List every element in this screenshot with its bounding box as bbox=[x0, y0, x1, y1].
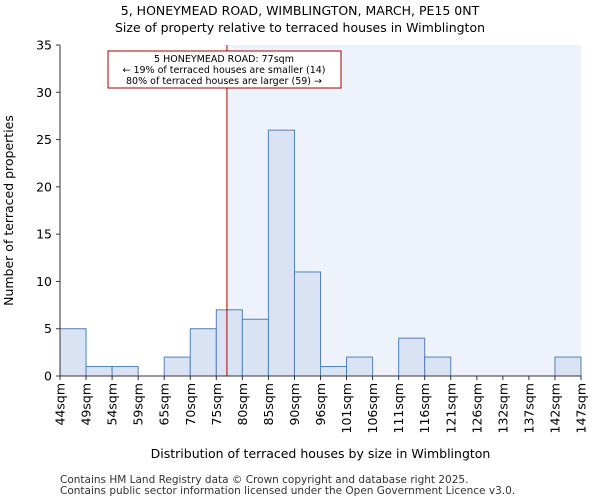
bar bbox=[293, 271, 322, 377]
y-tick-label: 20 bbox=[36, 179, 52, 194]
footer-line-2: Contains public sector information licen… bbox=[60, 485, 516, 497]
x-tick-label: 65sqm bbox=[157, 383, 172, 426]
y-tick-label: 30 bbox=[36, 85, 52, 100]
y-tick-label: 15 bbox=[36, 227, 52, 242]
y-tick-label: 5 bbox=[44, 321, 52, 336]
footer-line-1: Contains HM Land Registry data © Crown c… bbox=[60, 474, 469, 486]
x-tick-label: 106sqm bbox=[365, 383, 380, 433]
annotation-line: 5 HONEYMEAD ROAD: 77sqm bbox=[154, 54, 294, 65]
bar bbox=[189, 328, 217, 377]
bar bbox=[85, 366, 113, 377]
x-tick-label: 132sqm bbox=[495, 383, 510, 433]
bar bbox=[398, 337, 426, 377]
chart-subtitle: Size of property relative to terraced ho… bbox=[114, 20, 486, 35]
chart-title: 5, HONEYMEAD ROAD, WIMBLINGTON, MARCH, P… bbox=[120, 3, 480, 18]
annotation-line: ← 19% of terraced houses are smaller (14… bbox=[122, 65, 325, 76]
x-tick-label: 59sqm bbox=[131, 383, 146, 426]
bar bbox=[111, 366, 139, 377]
x-tick-label: 75sqm bbox=[209, 383, 224, 426]
x-tick-label: 85sqm bbox=[261, 383, 276, 426]
y-tick-label: 35 bbox=[36, 38, 52, 53]
annotation-box bbox=[107, 50, 342, 89]
bar bbox=[241, 318, 269, 377]
bar bbox=[163, 356, 191, 377]
bar bbox=[424, 356, 452, 377]
bar bbox=[59, 328, 87, 377]
x-tick-label: 126sqm bbox=[469, 383, 484, 433]
y-tick-label: 0 bbox=[44, 369, 52, 384]
x-tick-label: 116sqm bbox=[417, 383, 432, 433]
y-axis-title: Number of terraced properties bbox=[1, 115, 16, 306]
x-tick-label: 70sqm bbox=[183, 383, 198, 426]
bar bbox=[215, 309, 243, 377]
x-tick-label: 54sqm bbox=[105, 383, 120, 426]
annotation-line: 80% of terraced houses are larger (59) → bbox=[126, 76, 322, 87]
x-tick-label: 44sqm bbox=[53, 383, 68, 426]
x-tick-label: 101sqm bbox=[339, 383, 354, 433]
bar bbox=[346, 356, 374, 377]
x-tick-label: 137sqm bbox=[521, 383, 536, 433]
x-tick-label: 111sqm bbox=[391, 383, 406, 433]
bar bbox=[320, 366, 348, 377]
x-tick-label: 142sqm bbox=[547, 383, 562, 433]
y-tick-label: 10 bbox=[36, 274, 52, 289]
x-tick-label: 80sqm bbox=[235, 383, 250, 426]
x-tick-label: 96sqm bbox=[313, 383, 328, 426]
x-tick-label: 147sqm bbox=[574, 383, 589, 433]
x-tick-label: 121sqm bbox=[443, 383, 458, 433]
x-tick-label: 49sqm bbox=[79, 383, 94, 426]
x-axis-title: Distribution of terraced houses by size … bbox=[151, 446, 491, 461]
bar bbox=[554, 356, 582, 377]
bar bbox=[267, 129, 295, 377]
x-tick-label: 90sqm bbox=[287, 383, 302, 426]
y-tick-label: 25 bbox=[36, 132, 52, 147]
